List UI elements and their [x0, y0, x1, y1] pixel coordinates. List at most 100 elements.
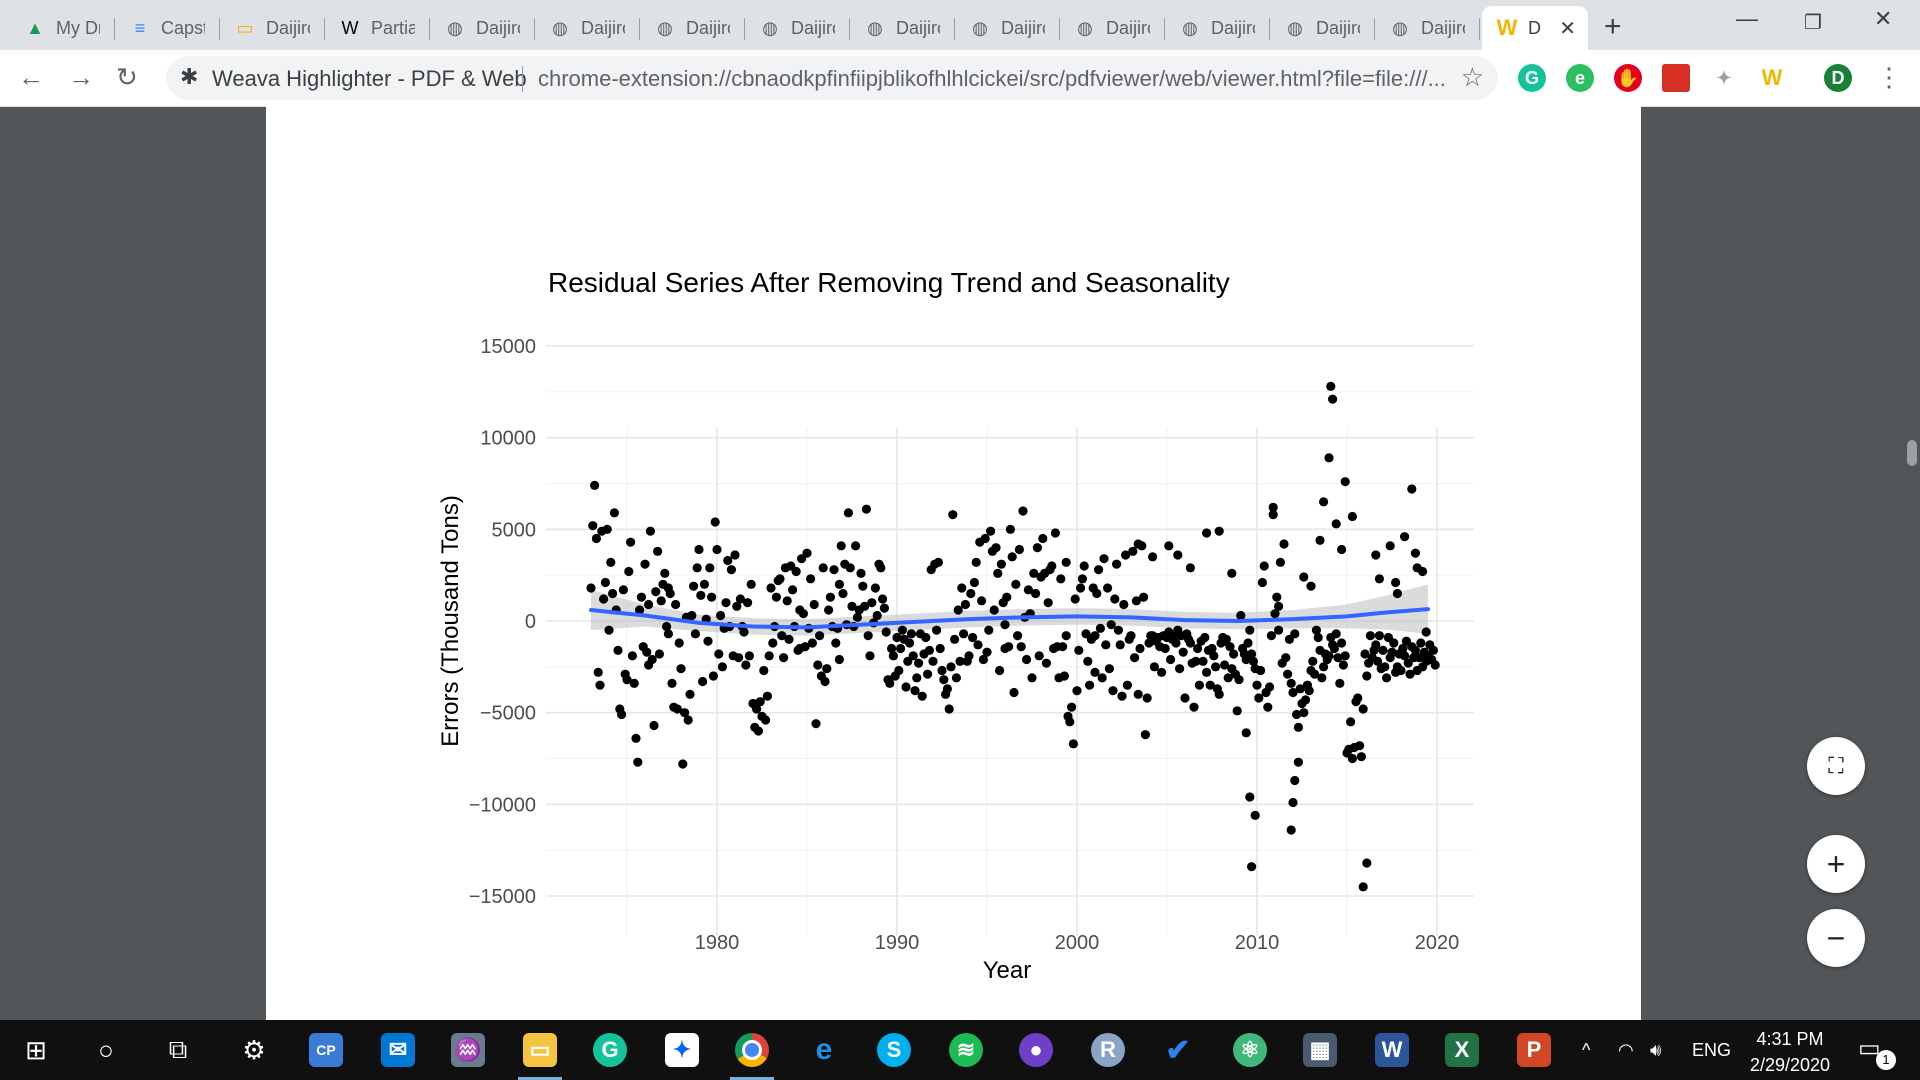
- url-text[interactable]: chrome-extension://cbnaodkpfinfiipjbliko…: [538, 66, 1446, 91]
- tab-6[interactable]: ◍ Daijiro: [640, 6, 745, 50]
- tab-7[interactable]: ◍ Daijiro: [745, 6, 850, 50]
- cortana-icon[interactable]: ○: [98, 1034, 114, 1065]
- tab-label: Capstone: [161, 17, 205, 38]
- data-point: [1374, 631, 1384, 641]
- mail-icon[interactable]: ✉: [376, 1028, 420, 1072]
- tab-10[interactable]: ◍ Daijiro: [1060, 6, 1165, 50]
- spotify-icon[interactable]: ≋: [944, 1028, 988, 1072]
- new-tab-button[interactable]: +: [1604, 10, 1622, 43]
- word-icon[interactable]: W: [1370, 1028, 1414, 1072]
- tab-separator: [744, 18, 745, 40]
- fit-page-button[interactable]: ⛶: [1807, 737, 1865, 795]
- r-icon[interactable]: R: [1086, 1028, 1130, 1072]
- data-point: [1090, 631, 1100, 641]
- tab-1[interactable]: ≡ Capstone: [115, 6, 220, 50]
- tab-3[interactable]: W Partial: [325, 6, 430, 50]
- notification-icon[interactable]: ▭: [1858, 1035, 1881, 1062]
- clock[interactable]: 4:31 PM 2/29/2020: [1740, 1026, 1840, 1078]
- reload-icon[interactable]: ↻: [116, 62, 138, 92]
- data-point: [878, 594, 888, 604]
- language-indicator[interactable]: ENG: [1692, 1040, 1732, 1060]
- dropbox-icon[interactable]: ✦: [660, 1028, 704, 1072]
- weava-icon[interactable]: W: [1761, 65, 1783, 90]
- data-point: [1247, 649, 1257, 659]
- task-view-icon[interactable]: ⧉: [168, 1034, 188, 1064]
- todo-icon[interactable]: ✔: [1165, 1033, 1191, 1067]
- tray-chevron-icon[interactable]: ^: [1582, 1040, 1591, 1060]
- github-icon[interactable]: ●: [1014, 1028, 1058, 1072]
- data-point: [845, 563, 855, 573]
- forward-arrow-icon[interactable]: →: [68, 62, 94, 92]
- dropbox-icon[interactable]: ✦: [1716, 67, 1732, 88]
- volume-icon[interactable]: 🔊︎: [1650, 1040, 1662, 1060]
- network-diagnostic-icon[interactable]: ♒: [446, 1028, 490, 1072]
- chart-title: Residual Series After Removing Trend and…: [548, 267, 1230, 298]
- data-point: [924, 645, 935, 655]
- tab-5[interactable]: ◍ Daijiro: [535, 6, 640, 50]
- y-tick-label: −10000: [469, 794, 536, 816]
- tab-4[interactable]: ◍ Daijiro: [430, 6, 535, 50]
- zoom-in-button[interactable]: +: [1807, 835, 1865, 893]
- calculator-icon[interactable]: ▦: [1298, 1028, 1342, 1072]
- start-icon[interactable]: ⊞: [25, 1034, 47, 1065]
- atom-icon[interactable]: ⚛: [1228, 1028, 1272, 1072]
- profile-avatar[interactable]: D: [1824, 64, 1852, 92]
- tab-9[interactable]: ◍ Daijiro: [955, 6, 1060, 50]
- tab-8[interactable]: ◍ Daijiro: [850, 6, 955, 50]
- grammarly-icon[interactable]: G: [588, 1028, 632, 1072]
- tab-0[interactable]: ▲ My Drive: [10, 6, 115, 50]
- back-arrow-icon[interactable]: ←: [18, 62, 44, 92]
- grammarly-icon[interactable]: G: [1518, 64, 1546, 92]
- tab-separator: [1269, 18, 1270, 40]
- file-explorer-icon[interactable]: ▭: [518, 1028, 562, 1080]
- adblock-icon[interactable]: ✋: [1614, 64, 1642, 92]
- tab-12[interactable]: ◍ Daijiro: [1270, 6, 1375, 50]
- bookmark-icon[interactable]: [1662, 64, 1690, 92]
- data-point: [1189, 702, 1199, 712]
- tab-active[interactable]: W D ✕: [1482, 6, 1588, 50]
- tab-13[interactable]: ◍ Daijiro: [1375, 6, 1480, 50]
- settings-icon[interactable]: ⚙: [242, 1034, 266, 1065]
- data-point: [1319, 497, 1329, 507]
- y-tick-label: 15000: [480, 336, 536, 358]
- data-point: [1315, 535, 1325, 545]
- edge-icon[interactable]: e: [815, 1033, 833, 1066]
- data-point: [905, 638, 915, 648]
- tab-label: Daijiro: [896, 17, 940, 38]
- data-point: [1268, 510, 1278, 520]
- close-window-icon[interactable]: ✕: [1874, 6, 1893, 31]
- data-point: [1058, 642, 1068, 652]
- skype-icon[interactable]: S: [872, 1028, 916, 1072]
- wifi-icon[interactable]: ◠: [1618, 1040, 1634, 1060]
- data-point: [856, 568, 866, 578]
- zoom-out-button[interactable]: −: [1807, 909, 1865, 967]
- tab-label: My Drive: [56, 17, 100, 38]
- data-point: [1209, 651, 1219, 661]
- data-point: [1232, 706, 1242, 716]
- menu-kebab-icon[interactable]: ⋮: [1876, 62, 1902, 92]
- minimize-icon[interactable]: —: [1736, 6, 1758, 31]
- data-point: [671, 599, 681, 610]
- tab-2[interactable]: ▭ Daijiro: [220, 6, 325, 50]
- tab-label: Daijiro: [476, 17, 520, 38]
- control-panel-icon[interactable]: CP: [304, 1028, 348, 1072]
- bookmark-star-icon[interactable]: ☆: [1460, 62, 1484, 92]
- evernote-icon[interactable]: e: [1566, 64, 1594, 92]
- data-point: [1293, 722, 1303, 732]
- x-tick-label: 2000: [1055, 932, 1100, 954]
- scrollbar-thumb[interactable]: [1907, 440, 1917, 466]
- excel-icon[interactable]: X: [1440, 1028, 1484, 1072]
- address-bar[interactable]: ✱ Weava Highlighter - PDF & Web chrome-e…: [166, 56, 1498, 100]
- restore-icon[interactable]: ❐: [1804, 12, 1822, 34]
- tab-11[interactable]: ◍ Daijiro: [1165, 6, 1270, 50]
- chrome-icon[interactable]: [730, 1028, 774, 1080]
- data-point: [1243, 638, 1253, 648]
- data-point: [761, 715, 771, 725]
- data-point: [1173, 550, 1183, 560]
- close-tab-icon[interactable]: ✕: [1559, 18, 1576, 40]
- powerpoint-icon[interactable]: P: [1512, 1028, 1556, 1072]
- data-point: [714, 649, 724, 659]
- data-point: [753, 726, 763, 736]
- data-point: [1038, 533, 1048, 544]
- data-point: [1108, 686, 1118, 696]
